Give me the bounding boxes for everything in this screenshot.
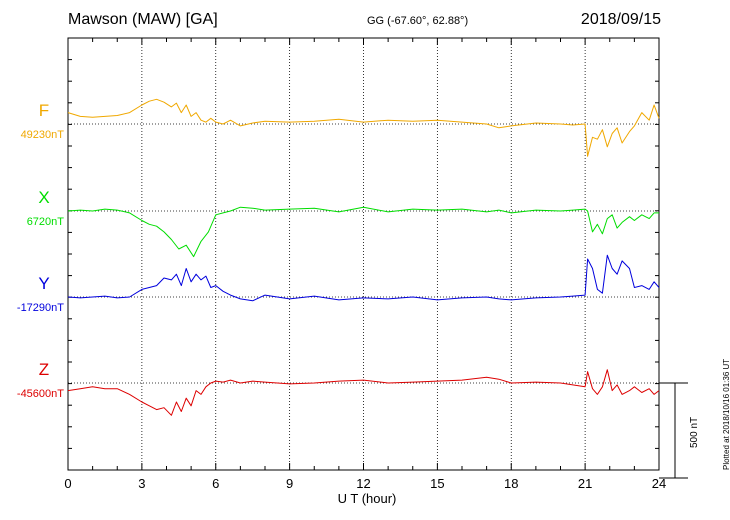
series-x-baseline-value: 6720nT: [27, 216, 65, 228]
station-coordinates: GG (-67.60°, 62.88°): [367, 15, 469, 27]
scale-bar: [659, 382, 688, 479]
station-title: Mawson (MAW) [GA]: [68, 11, 218, 28]
series-f-name: F: [39, 101, 49, 120]
series-x-name: X: [38, 188, 49, 207]
x-tick-label: 9: [286, 476, 293, 491]
x-tick-label: 24: [652, 476, 666, 491]
series-labels: F 49230nT X 6720nT Y -17290nT Z -45600nT: [17, 101, 64, 400]
series-y-baseline-value: -17290nT: [17, 302, 64, 314]
plotted-note: Plotted at 2018/10/16 01:36 UT: [722, 358, 730, 470]
scale-bar-label: 500 nT: [689, 416, 700, 448]
x-tick-label: 18: [504, 476, 518, 491]
series-y-name: Y: [38, 274, 49, 293]
series-y-line: [67, 254, 660, 302]
x-tick-label: 0: [64, 476, 71, 491]
grid-lines: [68, 38, 659, 470]
series-z-baseline-value: -45600nT: [17, 388, 64, 400]
x-axis-label: U T (hour): [338, 491, 397, 506]
series-x-line: [67, 206, 659, 258]
x-tick-label: 21: [578, 476, 592, 491]
x-tick-label: 3: [138, 476, 145, 491]
series-f-baseline-value: 49230nT: [21, 129, 65, 141]
x-tick-label: 12: [356, 476, 370, 491]
x-tick-label: 15: [430, 476, 444, 491]
axis-ticks: 0 3 6 9 12 15 18 21 24: [64, 37, 666, 491]
series-z-name: Z: [39, 360, 49, 379]
series-f-line: [67, 98, 660, 157]
series-z-line: [67, 369, 660, 416]
series-lines: [67, 98, 660, 416]
date-label: 2018/09/15: [580, 11, 661, 28]
x-tick-label: 6: [212, 476, 219, 491]
